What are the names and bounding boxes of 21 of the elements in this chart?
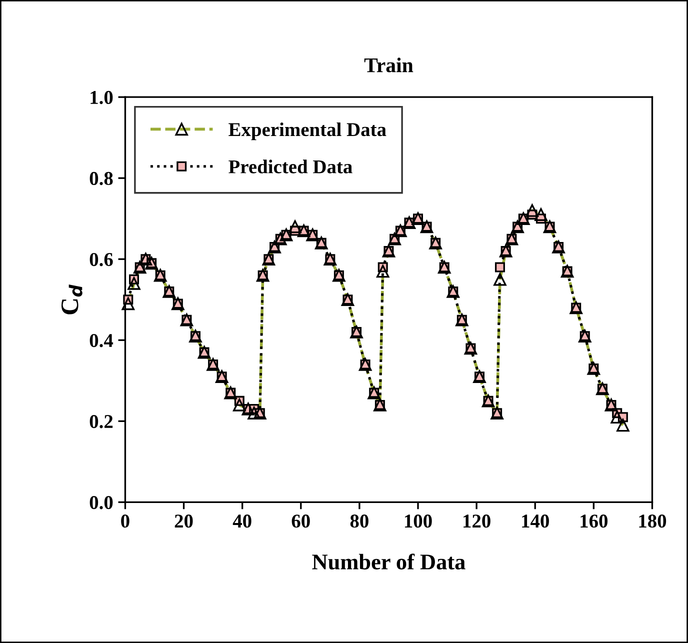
x-tick-label: 120 [464, 514, 490, 528]
x-tick-label: 60 [292, 514, 310, 528]
legend-label: Predicted Data [228, 160, 352, 174]
x-tick-label: 100 [404, 514, 432, 528]
y-tick-label: 0.4 [90, 334, 114, 348]
x-tick-label: 140 [522, 514, 549, 528]
x-tick-label: 160 [580, 514, 608, 528]
y-tick-label: 0.0 [90, 496, 113, 510]
y-tick-label: 0.6 [90, 252, 113, 266]
x-tick-label: 180 [639, 514, 666, 528]
y-tick-label: 0.2 [90, 414, 113, 428]
x-tick-label: 20 [174, 514, 193, 528]
x-tick-label: 0 [121, 514, 130, 528]
y-axis-title: C$_{d}$ [61, 284, 82, 314]
y-tick-label: 0.8 [90, 172, 113, 186]
x-tick-label: 40 [232, 514, 252, 528]
x-tick-label: 80 [350, 514, 368, 528]
x-axis-title: Number of Data [312, 554, 466, 570]
chart-title: Train [364, 58, 414, 72]
y-tick-label: 1.0 [90, 90, 113, 104]
legend-label: Experimental Data [228, 122, 386, 140]
